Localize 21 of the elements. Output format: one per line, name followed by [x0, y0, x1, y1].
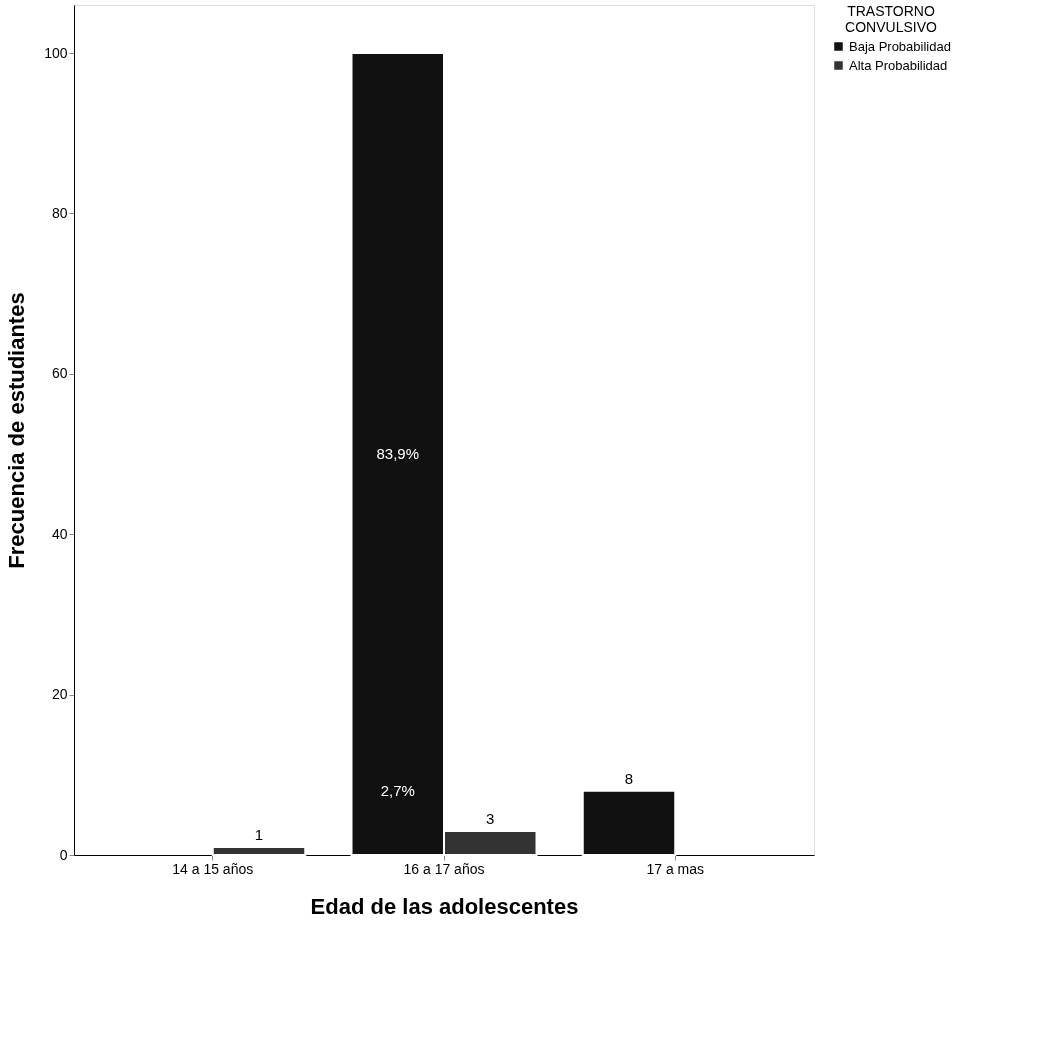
bar [581, 789, 677, 856]
legend-label: Baja Probabilidad [849, 38, 951, 54]
y-tick-label: 100 [44, 44, 68, 61]
data-label: 8 [624, 769, 634, 787]
bar [211, 845, 307, 856]
annotation: 2,7% [380, 781, 415, 799]
y-tick-label: 60 [51, 365, 68, 382]
legend-label: Alta Probabilidad [849, 57, 948, 73]
x-tick-label: 17 a mas [646, 860, 705, 877]
x-axis-title: Edad de las adolescentes [310, 893, 579, 919]
y-tick-label: 20 [51, 686, 68, 703]
legend-title: TRASTORNO CONVULSIVO [845, 3, 937, 35]
data-label: 3 [486, 809, 495, 827]
y-tick-label: 0 [59, 846, 68, 863]
y-axis-title: Frecuencia de estudiantes [4, 292, 30, 569]
x-tick-label: 16 a 17 años [403, 860, 485, 877]
y-tick-label: 40 [51, 525, 68, 542]
data-label: 1 [254, 825, 264, 843]
x-tick-label: 14 a 15 años [172, 860, 254, 877]
y-tick-label: 80 [51, 204, 68, 221]
annotation: 83,9% [376, 445, 420, 463]
